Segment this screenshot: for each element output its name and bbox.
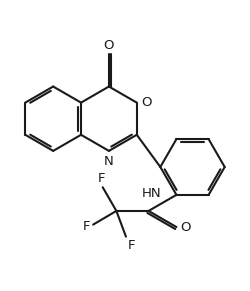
Text: F: F	[128, 239, 135, 252]
Text: O: O	[104, 39, 114, 52]
Text: F: F	[97, 172, 105, 185]
Text: O: O	[141, 96, 152, 109]
Text: F: F	[82, 220, 90, 233]
Text: O: O	[180, 221, 191, 234]
Text: N: N	[104, 155, 114, 168]
Text: HN: HN	[141, 187, 161, 200]
